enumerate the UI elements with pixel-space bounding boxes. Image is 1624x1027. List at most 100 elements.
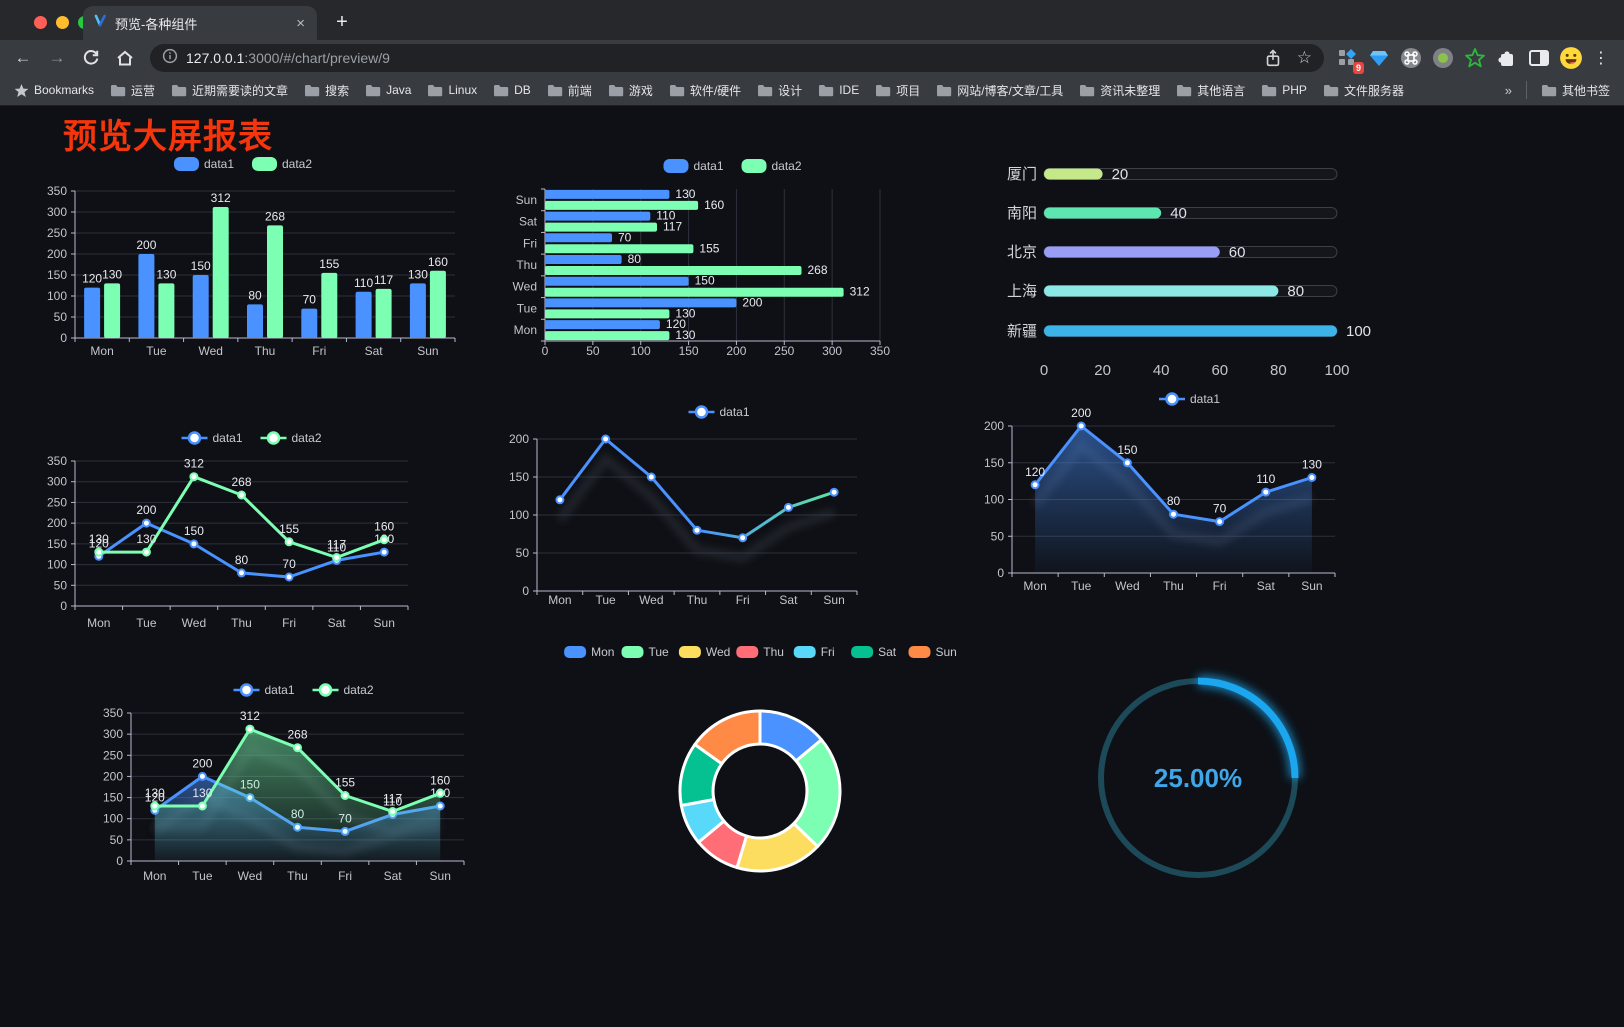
bookmark-folder-item[interactable]: 网站/博客/文章/工具: [936, 82, 1063, 99]
svg-text:155: 155: [279, 522, 299, 536]
svg-text:155: 155: [699, 241, 719, 255]
bookmark-folder-item[interactable]: Linux: [427, 83, 477, 97]
svg-text:350: 350: [47, 184, 67, 198]
bookmark-label: 游戏: [628, 83, 653, 98]
bookmark-folder-item[interactable]: 项目: [875, 82, 920, 99]
bookmark-folder-item[interactable]: 近期需要读的文章: [171, 82, 288, 99]
svg-text:200: 200: [136, 503, 156, 517]
svg-text:130: 130: [102, 267, 122, 281]
svg-text:Sun: Sun: [374, 616, 395, 630]
svg-text:Thu: Thu: [231, 616, 252, 630]
browser-menu-icon[interactable]: ⋮: [1593, 49, 1609, 67]
svg-text:200: 200: [47, 516, 67, 530]
bookmark-folder-item[interactable]: 前端: [547, 82, 592, 99]
svg-text:厦门: 厦门: [1007, 166, 1037, 183]
svg-text:80: 80: [1287, 283, 1304, 300]
url-path: :3000/#/chart/preview/9: [244, 49, 390, 66]
bookmark-folder-item[interactable]: 其他语言: [1176, 82, 1245, 99]
svg-text:250: 250: [47, 226, 67, 240]
bookmark-folder-item[interactable]: 运营: [110, 82, 155, 99]
svg-text:Tue: Tue: [146, 344, 167, 358]
bookmarks-overflow-icon[interactable]: »: [1504, 82, 1512, 98]
svg-text:150: 150: [984, 456, 1004, 470]
home-button[interactable]: [110, 44, 140, 72]
svg-text:130: 130: [136, 532, 156, 546]
svg-text:200: 200: [192, 756, 212, 770]
bookmark-folder-item[interactable]: 文件服务器: [1323, 82, 1404, 99]
other-bookmarks-item[interactable]: 其他书签: [1541, 82, 1610, 99]
svg-text:50: 50: [54, 578, 68, 592]
bookmark-folder-item[interactable]: IDE: [818, 83, 859, 97]
svg-text:80: 80: [248, 288, 262, 302]
svg-text:Fri: Fri: [736, 593, 750, 607]
svg-text:Tue: Tue: [517, 301, 538, 315]
bookmark-folder-item[interactable]: Java: [365, 83, 411, 97]
svg-text:100: 100: [47, 289, 67, 303]
svg-text:130: 130: [89, 532, 109, 546]
svg-text:20: 20: [1112, 166, 1129, 183]
svg-text:Tue: Tue: [192, 869, 213, 883]
bookmark-label: 运营: [131, 83, 156, 98]
other-bookmarks-label: 其他书签: [1561, 83, 1610, 98]
svg-text:130: 130: [675, 306, 695, 320]
new-tab-button[interactable]: +: [336, 10, 348, 33]
svg-text:110: 110: [656, 209, 675, 223]
bookmark-folder-item[interactable]: 游戏: [608, 82, 653, 99]
bookmark-label: 项目: [896, 83, 921, 98]
bookmark-label: 搜索: [325, 83, 350, 98]
svg-text:268: 268: [808, 263, 828, 277]
back-button[interactable]: ←: [14, 47, 32, 67]
forward-button[interactable]: →: [48, 47, 66, 67]
svg-text:70: 70: [303, 293, 317, 307]
svg-text:50: 50: [991, 529, 1005, 543]
bookmark-folder-item[interactable]: 设计: [757, 82, 802, 99]
svg-text:110: 110: [383, 795, 402, 809]
bookmark-folder-item[interactable]: PHP: [1261, 83, 1307, 97]
ext-puzzle-icon[interactable]: [1494, 45, 1520, 71]
svg-text:Thu: Thu: [255, 344, 276, 358]
browser-tab[interactable]: 预览-各种组件 ×: [83, 6, 317, 40]
bookmarks-manager-item[interactable]: Bookmarks: [14, 83, 94, 98]
ext-gem-icon[interactable]: [1366, 45, 1392, 71]
bookmark-folder-item[interactable]: 搜索: [304, 82, 349, 99]
svg-text:Thu: Thu: [763, 645, 784, 659]
bookmark-label: 文件服务器: [1343, 83, 1404, 98]
svg-text:117: 117: [327, 538, 346, 552]
ext-star-icon[interactable]: [1462, 45, 1488, 71]
svg-text:Sun: Sun: [936, 645, 957, 659]
bookmark-star-icon[interactable]: ☆: [1296, 47, 1312, 67]
svg-text:data2: data2: [772, 159, 802, 173]
svg-text:80: 80: [1270, 362, 1287, 379]
svg-text:Wed: Wed: [1115, 579, 1139, 593]
svg-text:50: 50: [110, 833, 124, 847]
svg-text:70: 70: [618, 230, 632, 244]
site-info-icon[interactable]: [162, 48, 178, 67]
svg-text:70: 70: [282, 557, 296, 571]
minimize-window-button[interactable]: [56, 16, 69, 29]
share-icon[interactable]: [1263, 48, 1283, 68]
bookmark-folder-item[interactable]: DB: [493, 83, 531, 97]
svg-text:100: 100: [1324, 362, 1349, 379]
tab-title: 预览-各种组件: [115, 16, 198, 32]
bookmark-folder-item[interactable]: 资讯未整理: [1079, 82, 1160, 99]
reload-button[interactable]: [76, 44, 106, 72]
svg-text:200: 200: [136, 238, 156, 252]
chart-line-gradient: 0 50 100 150 200 Mon Tue Wed Thu Fri Sat Sun data1: [505, 401, 865, 613]
side-panel-icon[interactable]: [1526, 45, 1552, 71]
svg-text:Thu: Thu: [287, 869, 308, 883]
svg-text:Sun: Sun: [430, 869, 451, 883]
svg-text:250: 250: [47, 495, 67, 509]
profile-avatar[interactable]: [1558, 45, 1584, 71]
close-window-button[interactable]: [34, 16, 47, 29]
ext-command-icon[interactable]: [1398, 45, 1424, 71]
svg-text:上海: 上海: [1007, 283, 1037, 300]
svg-text:312: 312: [850, 285, 870, 299]
address-bar[interactable]: 127.0.0.1 :3000/#/chart/preview/9 ☆: [150, 43, 1324, 72]
ext-grid-icon[interactable]: 9: [1334, 45, 1364, 74]
bookmark-folder-item[interactable]: 软件/硬件: [669, 82, 741, 99]
tab-close-icon[interactable]: ×: [296, 14, 305, 32]
svg-text:300: 300: [47, 475, 67, 489]
url-host: 127.0.0.1: [186, 49, 245, 66]
svg-text:Sat: Sat: [519, 215, 538, 229]
ext-record-icon[interactable]: [1430, 45, 1456, 71]
